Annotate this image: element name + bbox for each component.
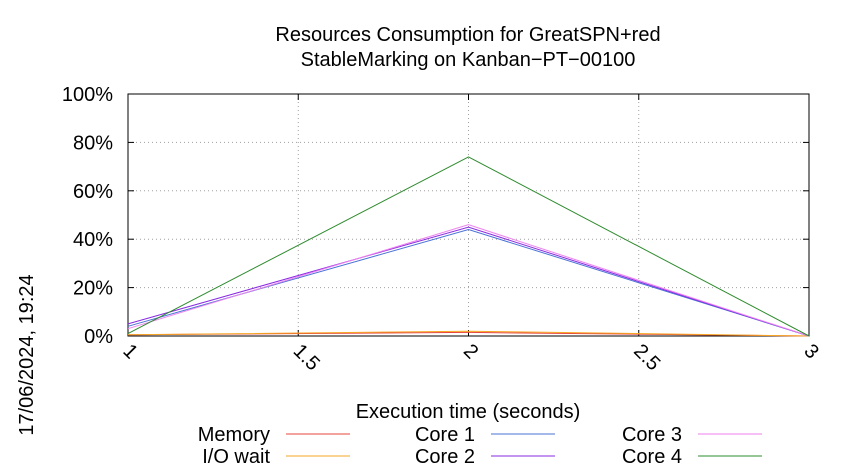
y-tick-label: 80% — [73, 132, 113, 154]
x-tick-label: 2.5 — [629, 340, 664, 375]
y-tick-label: 20% — [73, 278, 113, 300]
legend-label: Core 4 — [622, 446, 682, 468]
y-tick-label: 0% — [84, 326, 113, 348]
x-tick-label: 2 — [459, 340, 482, 363]
x-axis-label: Execution time (seconds) — [356, 401, 581, 423]
chart-title-line-1: Resources Consumption for GreatSPN+red — [275, 24, 660, 46]
x-tick-label: 3 — [799, 340, 822, 363]
grid — [128, 94, 809, 336]
y-axis: 0% 20% 40% 60% 80% 100% — [62, 84, 809, 348]
x-axis: 1 1.5 2 2.5 3 — [118, 94, 823, 375]
series-line-core-3 — [127, 224, 810, 337]
x-tick-label: 1.5 — [289, 340, 324, 375]
series-line-core-4 — [127, 156, 810, 337]
legend-label: Core 3 — [622, 424, 682, 446]
series-line-i-o-wait — [127, 330, 810, 337]
x-tick-label: 1 — [118, 340, 141, 363]
y-tick-label: 100% — [62, 84, 113, 106]
series-lines — [127, 156, 810, 337]
y-tick-label: 60% — [73, 181, 113, 203]
legend-label: I/O wait — [202, 446, 270, 468]
legend-label: Core 1 — [415, 424, 475, 446]
chart-title-line-2: StableMarking on Kanban−PT−00100 — [301, 49, 636, 71]
y-tick-label: 40% — [73, 229, 113, 251]
timestamp-note: 17/06/2024, 19:24 — [16, 274, 38, 435]
series-line-core-2 — [127, 226, 810, 337]
legend-label: Memory — [198, 424, 270, 446]
legend-label: Core 2 — [415, 446, 475, 468]
